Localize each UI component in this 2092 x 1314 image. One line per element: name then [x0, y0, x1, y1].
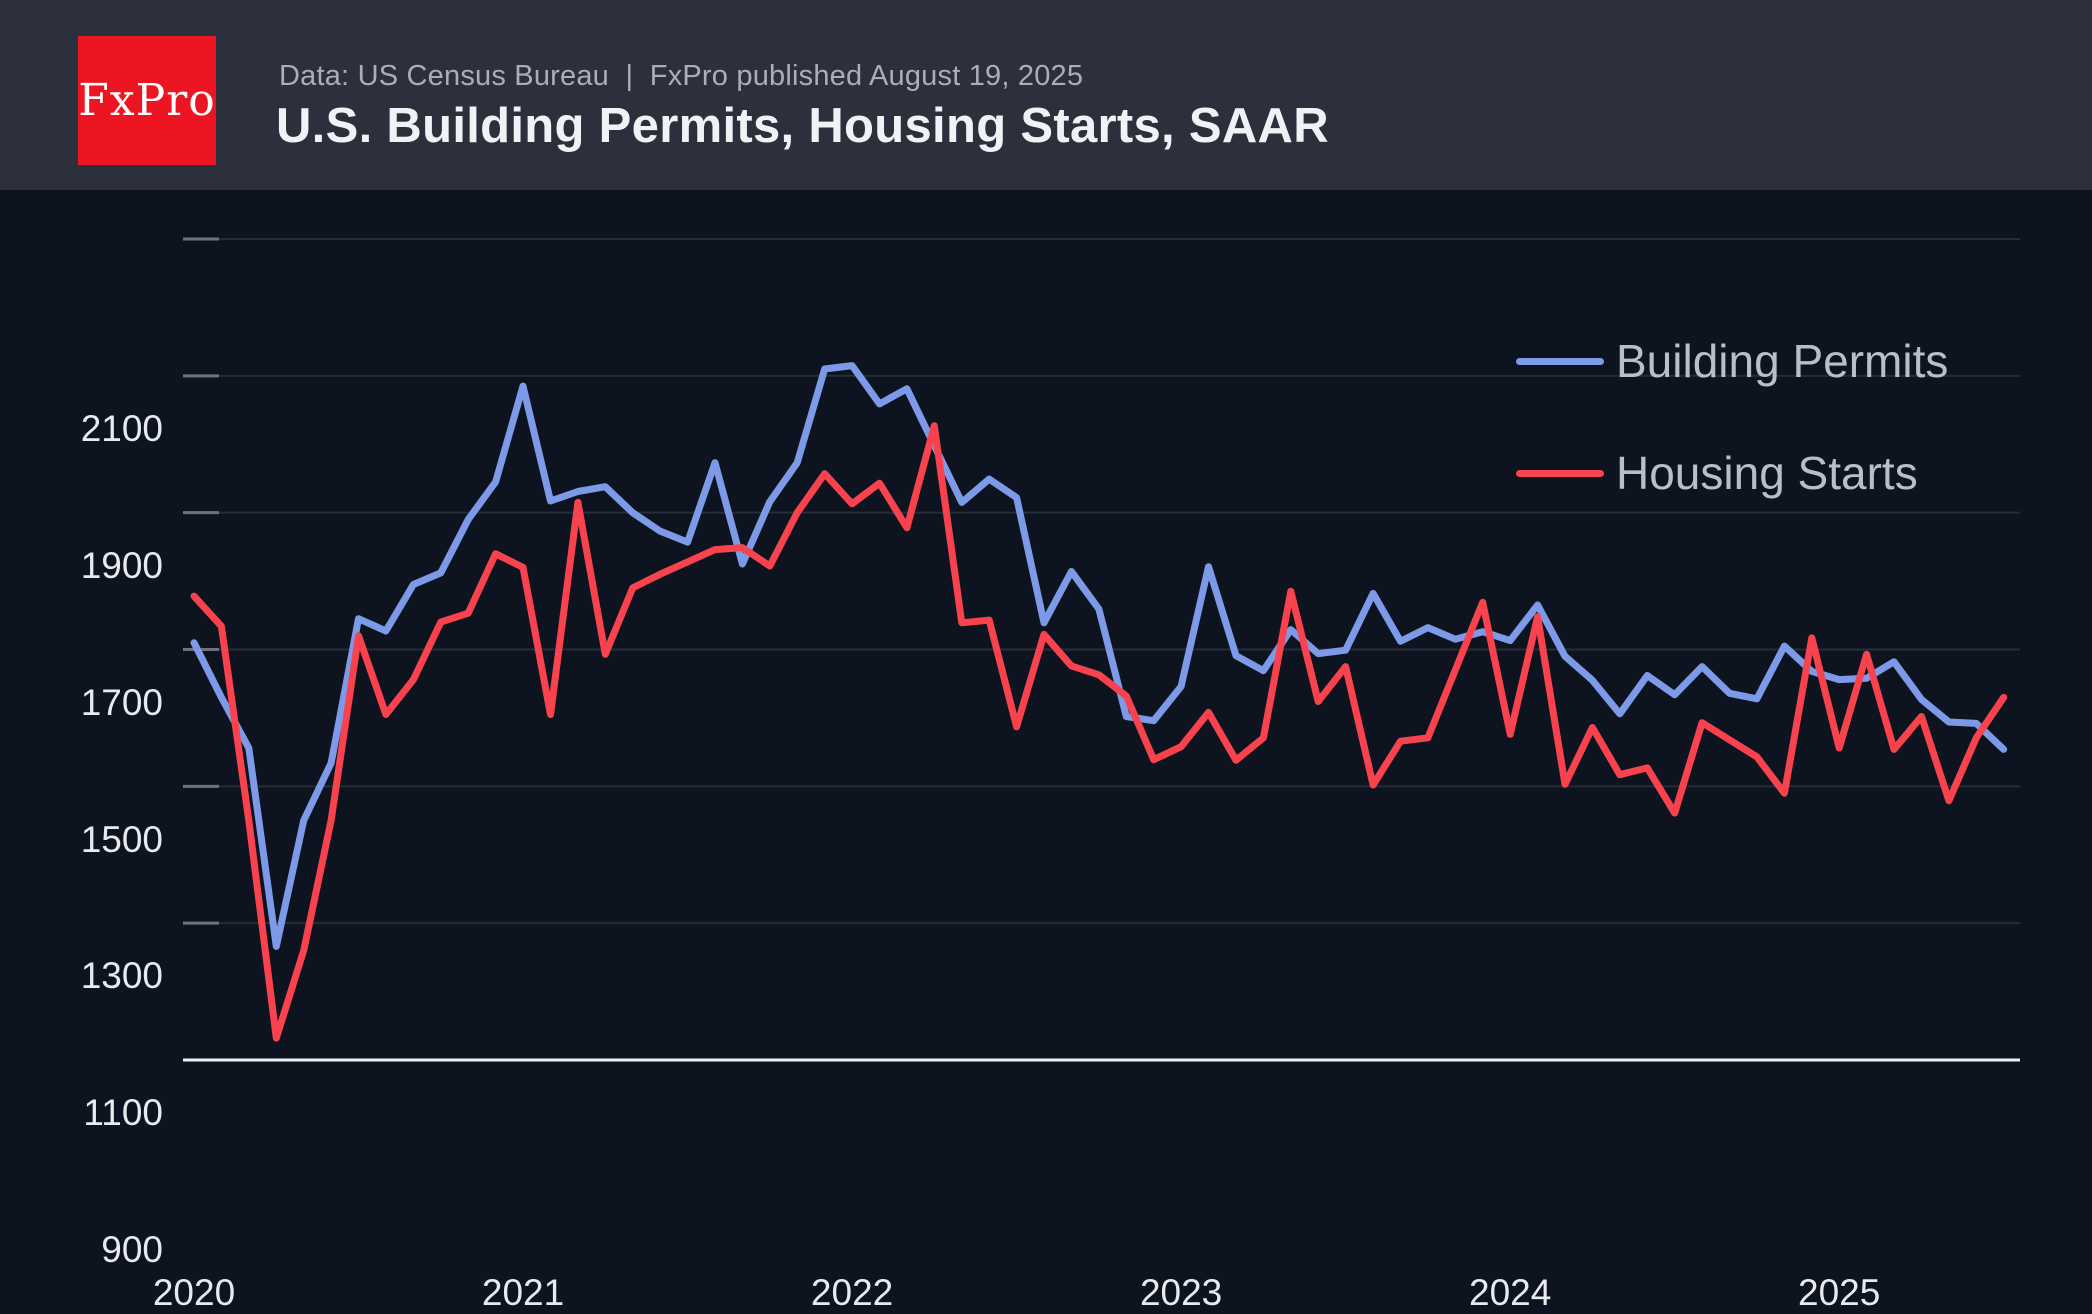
housing-starts-swatch: [1516, 469, 1604, 477]
legend-label: Housing Starts: [1616, 447, 1918, 499]
chart-legend: Building Permits Housing Starts: [1516, 335, 1948, 499]
building-permits-line: [190, 362, 2008, 950]
chart-title: U.S. Building Permits, Housing Starts, S…: [276, 99, 1329, 153]
x-tick-label-2020: 2020: [152, 1272, 236, 1313]
y-tick-label-1900: 1900: [80, 544, 163, 586]
y-tick-label-1100: 1100: [83, 1092, 163, 1134]
x-tick-label-2024: 2024: [1469, 1272, 1552, 1313]
legend-item-building-permits: Building Permits: [1516, 335, 1948, 387]
y-tick-label-1300: 1300: [80, 955, 163, 997]
y-tick-label-2100: 2100: [80, 408, 163, 449]
building-permits-swatch: [1516, 357, 1604, 365]
legend-label: Building Permits: [1616, 335, 1949, 387]
x-tick-label-2022: 2022: [810, 1272, 894, 1313]
y-tick-label-1500: 1500: [80, 818, 163, 860]
x-tick-label-2025: 2025: [1798, 1272, 1881, 1313]
fxpro-logo-text: FxPro: [78, 75, 216, 126]
line-chart: [183, 237, 2020, 1062]
fxpro-logo: FxPro: [78, 36, 216, 165]
x-tick-label-2021: 2021: [481, 1272, 565, 1313]
chart-source-subtitle: Data: US Census Bureau | FxPro published…: [279, 60, 1084, 92]
header-bar: FxPro Data: US Census Bureau | FxPro pub…: [0, 0, 2092, 190]
legend-item-housing-starts: Housing Starts: [1516, 447, 1948, 499]
y-tick-label-1700: 1700: [80, 681, 163, 723]
y-tick-label-900: 900: [101, 1229, 163, 1270]
x-tick-label-2023: 2023: [1139, 1272, 1223, 1313]
housing-starts-line: [190, 422, 2008, 1042]
